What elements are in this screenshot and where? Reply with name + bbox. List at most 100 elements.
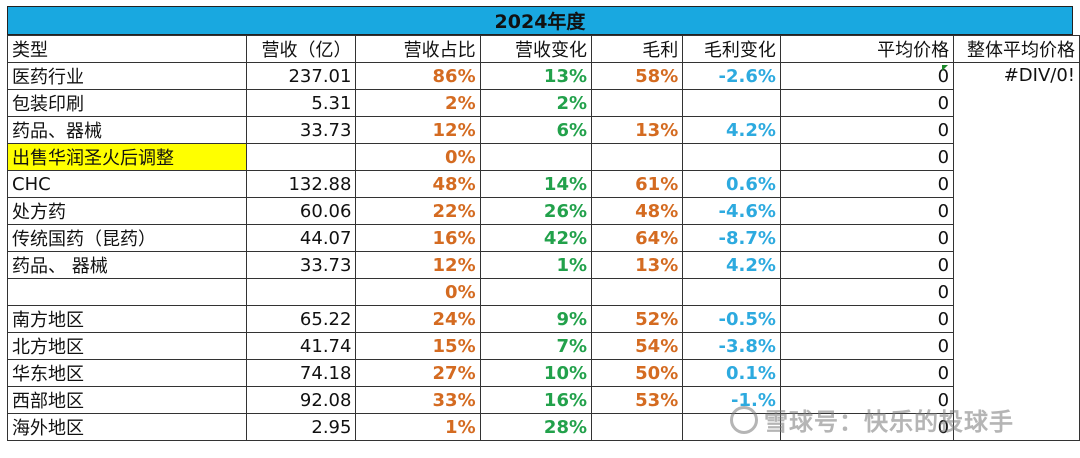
cell-revenue[interactable]: 41.74: [245, 332, 357, 360]
cell-gross[interactable]: 61%: [591, 170, 684, 198]
cell-type[interactable]: 华东地区: [7, 359, 247, 387]
cell-avg-price[interactable]: 0: [779, 170, 955, 198]
cell-revenue[interactable]: 92.08: [245, 386, 357, 414]
cell-gross-change[interactable]: -3.8%: [682, 332, 781, 360]
cell-type[interactable]: 药品、器械: [7, 116, 247, 144]
cell-share[interactable]: 27%: [355, 359, 481, 387]
cell-type[interactable]: 药品、 器械: [7, 251, 247, 279]
cell-gross[interactable]: 53%: [591, 386, 684, 414]
cell-gross-change[interactable]: 4.2%: [682, 251, 781, 279]
cell-type[interactable]: 南方地区: [7, 305, 247, 333]
cell-gross-change[interactable]: -8.7%: [682, 224, 781, 252]
cell-gross-change[interactable]: [682, 143, 781, 171]
cell-share[interactable]: 86%: [355, 62, 481, 90]
cell-gross[interactable]: 48%: [591, 197, 684, 225]
cell-change[interactable]: [479, 278, 593, 306]
cell-change[interactable]: 9%: [479, 305, 593, 333]
cell-type[interactable]: CHC: [7, 170, 247, 198]
cell-gross-change[interactable]: 0.1%: [682, 359, 781, 387]
header-revenue[interactable]: 营收（亿）: [245, 35, 357, 63]
cell-change[interactable]: 16%: [479, 386, 593, 414]
cell-gross-change[interactable]: -0.5%: [682, 305, 781, 333]
cell-gross-change[interactable]: -4.6%: [682, 197, 781, 225]
header-change[interactable]: 营收变化: [479, 35, 593, 63]
cell-gross[interactable]: [591, 278, 684, 306]
cell-revenue[interactable]: 237.01: [245, 62, 357, 90]
cell-gross[interactable]: [591, 89, 684, 117]
cell-change[interactable]: 42%: [479, 224, 593, 252]
cell-share[interactable]: 2%: [355, 89, 481, 117]
cell-revenue[interactable]: 60.06: [245, 197, 357, 225]
cell-change[interactable]: 10%: [479, 359, 593, 387]
cell-revenue[interactable]: 74.18: [245, 359, 357, 387]
cell-avg-price[interactable]: 0: [779, 143, 955, 171]
cell-gross[interactable]: [591, 143, 684, 171]
header-overall-avg-price[interactable]: 整体平均价格: [953, 35, 1080, 63]
cell-change[interactable]: 1%: [479, 251, 593, 279]
cell-revenue[interactable]: 132.88: [245, 170, 357, 198]
cell-type[interactable]: 包装印刷: [7, 89, 247, 117]
cell-gross[interactable]: 58%: [591, 62, 684, 90]
cell-share[interactable]: 48%: [355, 170, 481, 198]
cell-gross-change[interactable]: 4.2%: [682, 116, 781, 144]
header-share[interactable]: 营收占比: [355, 35, 481, 63]
cell-type[interactable]: 医药行业: [7, 62, 247, 90]
cell-avg-price[interactable]: 0: [779, 332, 955, 360]
cell-share[interactable]: 16%: [355, 224, 481, 252]
cell-change[interactable]: 13%: [479, 62, 593, 90]
cell-share[interactable]: 0%: [355, 143, 481, 171]
cell-overall-avg-price[interactable]: #DIV/0!: [953, 62, 1080, 441]
sheet-title[interactable]: 2024年度: [7, 6, 1073, 35]
cell-change[interactable]: 6%: [479, 116, 593, 144]
cell-avg-price[interactable]: 0: [779, 413, 955, 441]
cell-revenue[interactable]: 44.07: [245, 224, 357, 252]
cell-share[interactable]: 12%: [355, 251, 481, 279]
cell-avg-price[interactable]: 0: [779, 62, 955, 90]
cell-gross[interactable]: 13%: [591, 251, 684, 279]
cell-change[interactable]: 2%: [479, 89, 593, 117]
cell-share[interactable]: 1%: [355, 413, 481, 441]
cell-revenue[interactable]: 33.73: [245, 116, 357, 144]
header-gross[interactable]: 毛利: [591, 35, 684, 63]
cell-gross[interactable]: 50%: [591, 359, 684, 387]
cell-gross-change[interactable]: [682, 278, 781, 306]
cell-avg-price[interactable]: 0: [779, 359, 955, 387]
cell-type[interactable]: 北方地区: [7, 332, 247, 360]
cell-share[interactable]: 22%: [355, 197, 481, 225]
cell-share[interactable]: 24%: [355, 305, 481, 333]
cell-change[interactable]: 7%: [479, 332, 593, 360]
cell-gross-change[interactable]: -2.6%: [682, 62, 781, 90]
cell-share[interactable]: 33%: [355, 386, 481, 414]
cell-gross[interactable]: [591, 413, 684, 441]
cell-type[interactable]: 出售华润圣火后调整: [7, 143, 247, 171]
cell-share[interactable]: 12%: [355, 116, 481, 144]
cell-change[interactable]: 14%: [479, 170, 593, 198]
cell-share[interactable]: 0%: [355, 278, 481, 306]
cell-avg-price[interactable]: 0: [779, 251, 955, 279]
cell-type[interactable]: 海外地区: [7, 413, 247, 441]
cell-avg-price[interactable]: 0: [779, 224, 955, 252]
cell-revenue[interactable]: 2.95: [245, 413, 357, 441]
cell-gross[interactable]: 13%: [591, 116, 684, 144]
cell-avg-price[interactable]: 0: [779, 305, 955, 333]
cell-avg-price[interactable]: 0: [779, 197, 955, 225]
cell-revenue[interactable]: [245, 143, 357, 171]
cell-gross[interactable]: 64%: [591, 224, 684, 252]
cell-revenue[interactable]: 65.22: [245, 305, 357, 333]
cell-type[interactable]: 传统国药（昆药）: [7, 224, 247, 252]
cell-change[interactable]: [479, 143, 593, 171]
cell-change[interactable]: 28%: [479, 413, 593, 441]
cell-share[interactable]: 15%: [355, 332, 481, 360]
cell-revenue[interactable]: 5.31: [245, 89, 357, 117]
cell-avg-price[interactable]: 0: [779, 89, 955, 117]
header-gross-change[interactable]: 毛利变化: [682, 35, 781, 63]
cell-type[interactable]: 西部地区: [7, 386, 247, 414]
cell-avg-price[interactable]: 0: [779, 278, 955, 306]
cell-avg-price[interactable]: 0: [779, 386, 955, 414]
header-type[interactable]: 类型: [7, 35, 247, 63]
header-avg-price[interactable]: 平均价格: [779, 35, 955, 63]
cell-avg-price[interactable]: 0: [779, 116, 955, 144]
cell-gross-change[interactable]: [682, 89, 781, 117]
cell-type[interactable]: 处方药: [7, 197, 247, 225]
cell-revenue[interactable]: [245, 278, 357, 306]
